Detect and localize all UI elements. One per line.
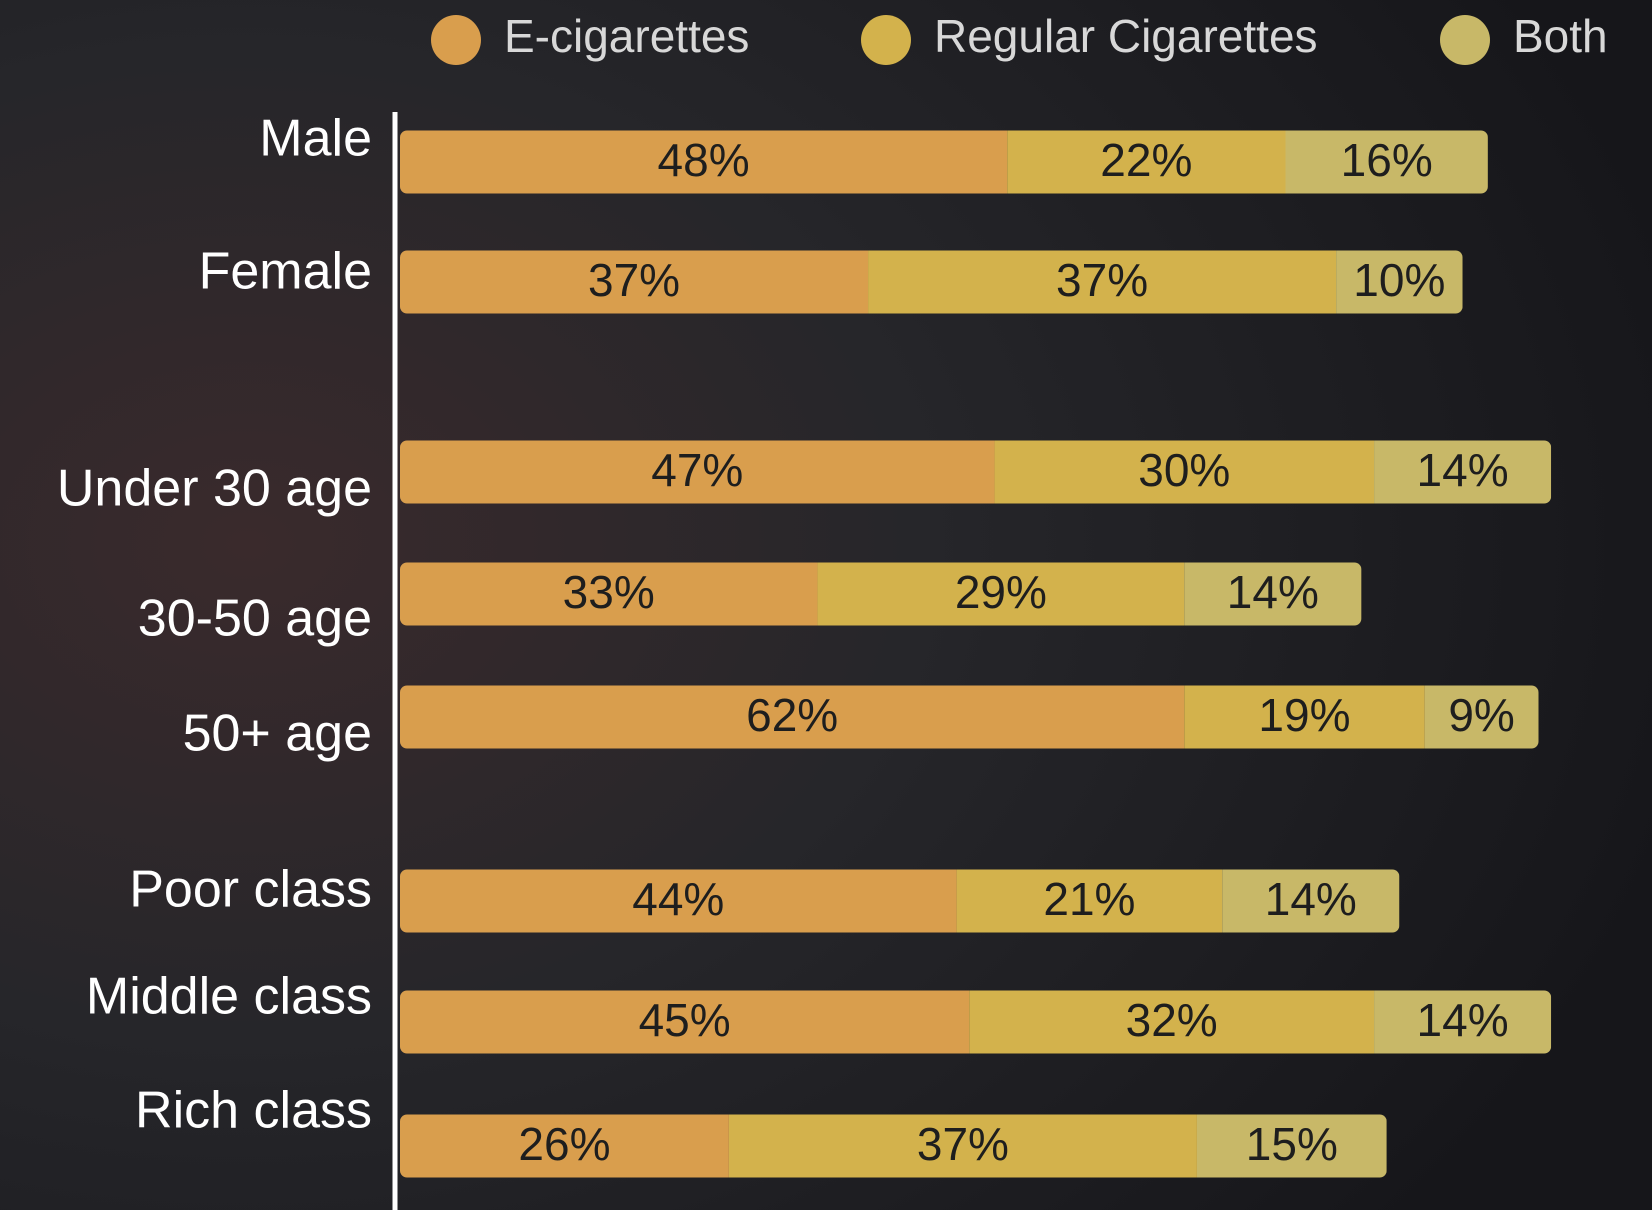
bar-segment: [956, 869, 1223, 933]
legend: E-cigarettes Regular Cigarettes Both: [431, 10, 1608, 65]
category-label: Middle class: [86, 968, 372, 1026]
data-label: 19%: [1258, 689, 1350, 741]
data-label: 9%: [1448, 689, 1514, 741]
legend-swatch: [1440, 15, 1490, 65]
bar-segment: [400, 990, 970, 1054]
data-label: 22%: [1100, 134, 1192, 186]
bar-segment: [1196, 1114, 1387, 1178]
data-label: 37%: [588, 254, 680, 306]
bar-segment: [1285, 130, 1488, 194]
bar-segment: [400, 869, 957, 933]
bar-segment: [400, 685, 1185, 749]
data-label: 10%: [1353, 254, 1445, 306]
data-label: 37%: [917, 1118, 1009, 1170]
data-label: 14%: [1227, 566, 1319, 618]
data-label: 48%: [658, 134, 750, 186]
bar-segment: [1007, 130, 1286, 194]
data-label: 16%: [1341, 134, 1433, 186]
bar-segment: [400, 1114, 729, 1178]
data-label: 14%: [1417, 994, 1509, 1046]
category-label: Male: [259, 110, 372, 168]
data-label: 44%: [632, 873, 724, 925]
bar-segment: [400, 130, 1008, 194]
bar-segment: [1424, 685, 1539, 749]
legend-swatch: [861, 15, 911, 65]
category-label: Under 30 age: [57, 460, 372, 518]
category-label: Female: [199, 243, 372, 301]
bar-segment: [868, 250, 1337, 314]
data-label: 14%: [1417, 444, 1509, 496]
bar-segment: [400, 562, 818, 626]
bar-segment: [994, 440, 1375, 504]
data-label: 62%: [746, 689, 838, 741]
data-label: 30%: [1138, 444, 1230, 496]
category-label: Poor class: [129, 861, 372, 919]
bar-segment: [1336, 250, 1463, 314]
bar-segment: [1184, 562, 1362, 626]
bar-segment: [1374, 440, 1552, 504]
data-label: 47%: [651, 444, 743, 496]
bar-segment: [817, 562, 1185, 626]
bar-segment: [969, 990, 1375, 1054]
data-label: 15%: [1246, 1118, 1338, 1170]
legend-label: Both: [1513, 10, 1608, 62]
bar-segment: [1184, 685, 1425, 749]
legend-label: Regular Cigarettes: [934, 10, 1318, 62]
data-label: 37%: [1056, 254, 1148, 306]
category-label: 30-50 age: [138, 590, 372, 648]
data-label: 26%: [518, 1118, 610, 1170]
bar-segment: [1222, 869, 1400, 933]
category-label: Rich class: [135, 1082, 372, 1140]
data-label: 29%: [955, 566, 1047, 618]
data-label: 32%: [1126, 994, 1218, 1046]
data-label: 21%: [1043, 873, 1135, 925]
data-label: 14%: [1265, 873, 1357, 925]
data-label: 33%: [563, 566, 655, 618]
category-label: 50+ age: [183, 705, 372, 763]
bar-segment: [400, 250, 869, 314]
legend-label: E-cigarettes: [504, 10, 749, 62]
bar-segment: [728, 1114, 1197, 1178]
bar-segment: [1374, 990, 1552, 1054]
plot-area: Male 48% 22% 16% Female 37% 37% 10% Under 30 age…: [57, 110, 1552, 1178]
data-label: 45%: [639, 994, 731, 1046]
legend-swatch: [431, 15, 481, 65]
bar-segment: [400, 440, 995, 504]
